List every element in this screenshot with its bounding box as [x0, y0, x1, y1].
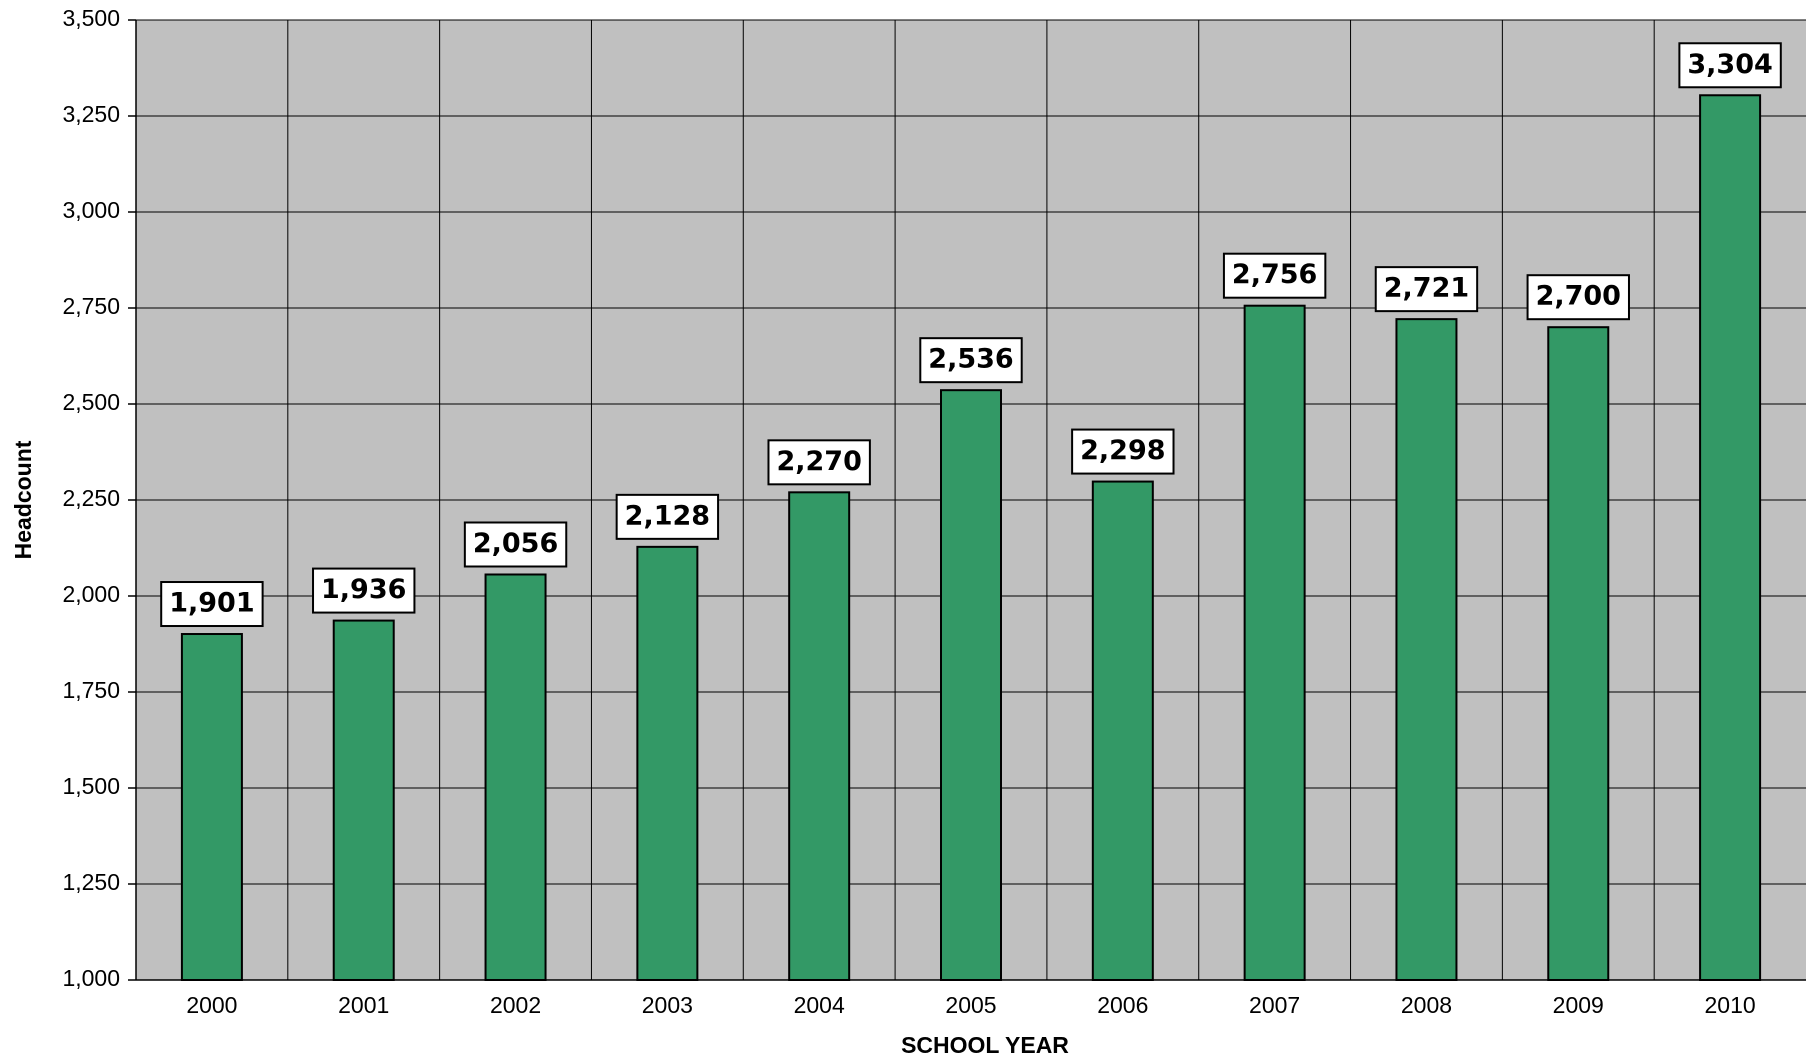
x-tick-label: 2005 — [945, 992, 996, 1018]
bar — [180, 633, 243, 981]
bar — [636, 545, 699, 982]
y-tick-label: 1,250 — [62, 869, 120, 895]
bar — [1091, 480, 1154, 981]
x-tick-label: 2007 — [1249, 992, 1300, 1018]
data-label-box — [1526, 274, 1630, 321]
bar — [1547, 326, 1610, 981]
data-label: 1,901 — [169, 588, 254, 619]
data-label-box — [767, 439, 871, 486]
data-label: 2,056 — [473, 528, 558, 559]
x-tick-label: 2009 — [1553, 992, 1604, 1018]
bar — [940, 389, 1002, 981]
y-tick-label: 1,750 — [62, 677, 120, 703]
x-tick-label: 2003 — [642, 992, 693, 1018]
x-tick-label: 2006 — [1097, 992, 1148, 1018]
x-tick-label: 2002 — [490, 992, 541, 1018]
data-label-box — [919, 337, 1023, 384]
bar — [332, 619, 395, 981]
data-label: 2,270 — [776, 446, 861, 477]
x-tick-label: 2010 — [1705, 992, 1756, 1018]
data-label-box — [160, 581, 264, 628]
y-tick-label: 1,000 — [62, 965, 120, 991]
x-axis-label: SCHOOL YEAR — [901, 1032, 1069, 1058]
data-label: 2,128 — [625, 500, 710, 531]
x-tick-label: 2004 — [794, 992, 845, 1018]
data-label: 2,536 — [928, 344, 1013, 375]
bar — [484, 573, 547, 981]
data-label: 3,304 — [1687, 49, 1772, 80]
data-label-box — [1071, 428, 1175, 475]
y-tick-label: 3,250 — [62, 101, 120, 127]
bar — [1395, 318, 1458, 981]
data-label: 2,756 — [1232, 259, 1317, 290]
x-tick-label: 2000 — [186, 992, 237, 1018]
y-tick-label: 2,750 — [62, 293, 120, 319]
y-axis-label: Headcount — [10, 440, 36, 559]
y-tick-label: 2,500 — [62, 389, 120, 415]
data-label-box — [1222, 252, 1327, 299]
bar — [1699, 94, 1762, 982]
y-tick-label: 1,500 — [62, 773, 120, 799]
y-tick-label: 2,250 — [62, 485, 120, 511]
x-tick-label: 2001 — [338, 992, 389, 1018]
data-label-box — [312, 567, 416, 614]
y-tick-label: 3,000 — [62, 197, 120, 223]
data-label: 2,700 — [1536, 281, 1621, 312]
bar — [1243, 304, 1306, 982]
data-label-box — [1374, 266, 1479, 313]
bar — [788, 491, 851, 981]
data-label: 1,936 — [321, 574, 406, 605]
y-tick-label: 3,500 — [62, 5, 120, 31]
y-tick-label: 2,000 — [62, 581, 120, 607]
x-tick-label: 2008 — [1401, 992, 1452, 1018]
data-label: 2,298 — [1080, 435, 1165, 466]
data-label-box — [615, 493, 720, 540]
data-label-box — [463, 521, 568, 568]
data-label: 2,721 — [1384, 273, 1469, 304]
data-label-box — [1678, 42, 1782, 89]
